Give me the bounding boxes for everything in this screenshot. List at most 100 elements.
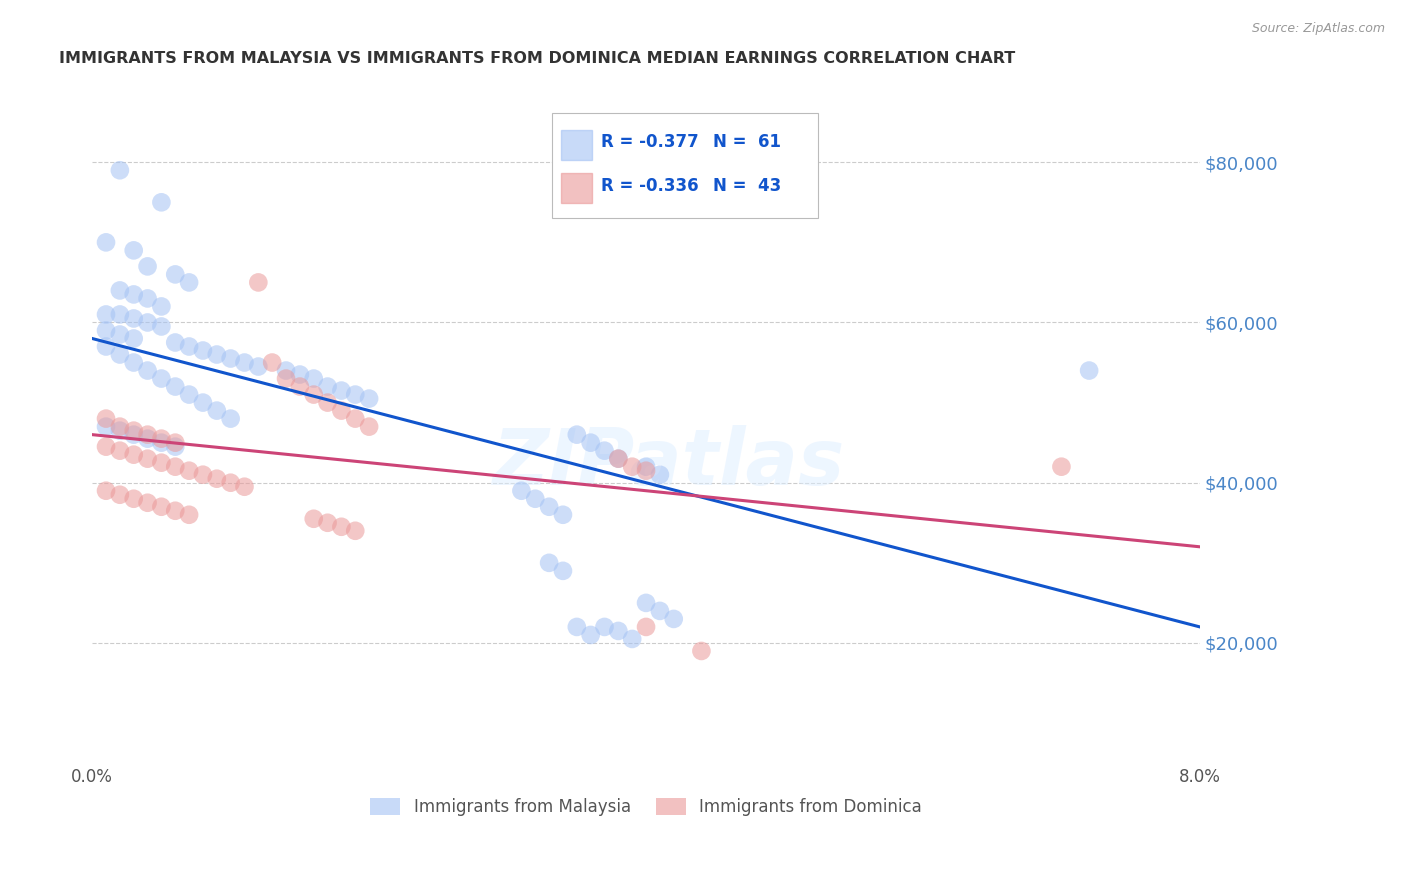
Point — [205, 472, 228, 486]
Point — [165, 268, 187, 282]
Point — [165, 459, 187, 474]
Text: IMMIGRANTS FROM MALAYSIA VS IMMIGRANTS FROM DOMINICA MEDIAN EARNINGS CORRELATION: IMMIGRANTS FROM MALAYSIA VS IMMIGRANTS F… — [59, 51, 1015, 66]
Point — [648, 604, 671, 618]
Point — [274, 363, 297, 377]
Point — [344, 387, 367, 401]
Point — [136, 496, 159, 510]
Point — [233, 480, 256, 494]
Text: N =  43: N = 43 — [713, 178, 780, 195]
Point — [108, 424, 131, 438]
Point — [205, 347, 228, 361]
Point — [177, 387, 200, 401]
Point — [108, 443, 131, 458]
Point — [593, 443, 616, 458]
Point — [551, 564, 574, 578]
Point — [330, 384, 353, 398]
FancyBboxPatch shape — [561, 173, 592, 203]
Point — [205, 403, 228, 417]
Point — [150, 432, 173, 446]
Point — [359, 419, 381, 434]
Point — [122, 427, 145, 442]
Point — [108, 327, 131, 342]
Point — [219, 411, 242, 425]
Point — [122, 448, 145, 462]
Point — [94, 324, 117, 338]
Point — [538, 556, 561, 570]
Point — [1050, 459, 1073, 474]
Point — [648, 467, 671, 482]
Text: R = -0.336: R = -0.336 — [600, 178, 699, 195]
Point — [634, 459, 657, 474]
Point — [524, 491, 547, 506]
Point — [538, 500, 561, 514]
Point — [607, 624, 630, 638]
Point — [565, 427, 588, 442]
Point — [150, 195, 173, 210]
Point — [288, 368, 311, 382]
Point — [247, 359, 270, 374]
Point — [593, 620, 616, 634]
Point — [136, 432, 159, 446]
Point — [177, 464, 200, 478]
Point — [316, 379, 339, 393]
Text: N =  61: N = 61 — [713, 133, 780, 151]
Point — [165, 379, 187, 393]
Point — [219, 351, 242, 366]
Point — [94, 235, 117, 250]
Point — [122, 424, 145, 438]
Point — [579, 628, 602, 642]
Point — [150, 319, 173, 334]
Point — [288, 379, 311, 393]
Point — [150, 300, 173, 314]
Point — [94, 308, 117, 322]
FancyBboxPatch shape — [561, 130, 592, 161]
Point — [150, 500, 173, 514]
Point — [108, 347, 131, 361]
Point — [150, 371, 173, 385]
Point — [607, 451, 630, 466]
Point — [122, 331, 145, 345]
Point — [136, 451, 159, 466]
Point — [551, 508, 574, 522]
Point — [247, 276, 270, 290]
Point — [344, 411, 367, 425]
Point — [316, 395, 339, 409]
Point — [690, 644, 713, 658]
Point — [108, 488, 131, 502]
Point — [634, 596, 657, 610]
Point — [302, 512, 325, 526]
Point — [607, 451, 630, 466]
Point — [108, 284, 131, 298]
Point — [122, 287, 145, 301]
Point — [136, 316, 159, 330]
Point — [191, 343, 214, 358]
Text: Source: ZipAtlas.com: Source: ZipAtlas.com — [1251, 22, 1385, 36]
Point — [344, 524, 367, 538]
Point — [621, 459, 644, 474]
Point — [94, 419, 117, 434]
Point — [565, 620, 588, 634]
Point — [136, 363, 159, 377]
Point — [316, 516, 339, 530]
Point — [233, 355, 256, 369]
Point — [177, 508, 200, 522]
Point — [191, 395, 214, 409]
Point — [165, 504, 187, 518]
Point — [108, 419, 131, 434]
Point — [634, 464, 657, 478]
Point — [262, 355, 284, 369]
Point — [122, 355, 145, 369]
Point — [302, 387, 325, 401]
Point — [108, 308, 131, 322]
Point — [165, 440, 187, 454]
Point — [150, 456, 173, 470]
Point — [177, 339, 200, 353]
Legend: Immigrants from Malaysia, Immigrants from Dominica: Immigrants from Malaysia, Immigrants fro… — [364, 791, 928, 823]
Point — [94, 339, 117, 353]
Point — [94, 483, 117, 498]
Point — [662, 612, 685, 626]
Point — [94, 440, 117, 454]
Point — [1078, 363, 1101, 377]
Point — [330, 520, 353, 534]
Point — [108, 163, 131, 178]
